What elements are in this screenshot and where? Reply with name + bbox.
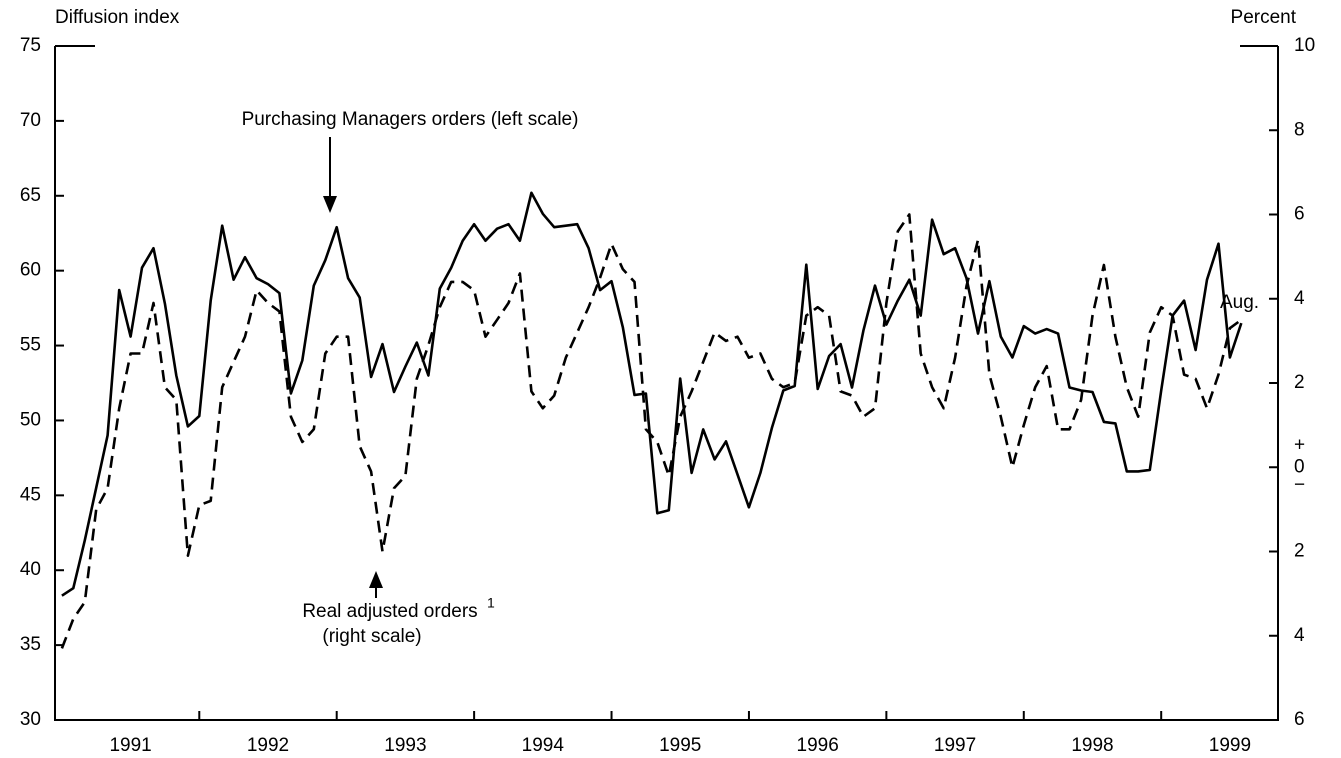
line-series <box>60 213 1243 649</box>
x-tick-label: 1996 <box>797 735 839 756</box>
annotation: Purchasing Managers orders (left scale) <box>242 109 579 130</box>
y-tick-label: 55 <box>20 335 41 356</box>
x-tick-label: 1994 <box>522 735 565 756</box>
y-tick-label: 75 <box>20 35 41 56</box>
x-tick-label: 1998 <box>1071 735 1113 756</box>
y2-sign: + <box>1294 434 1305 455</box>
annotation: (right scale) <box>322 626 421 647</box>
x-tick-label: 1995 <box>659 735 701 756</box>
line-series <box>61 191 1243 597</box>
y2-tick-label: 10 <box>1294 35 1315 56</box>
y-tick-label: 50 <box>20 409 41 430</box>
y-tick-label: 60 <box>20 260 41 281</box>
y-tick-label: 70 <box>20 110 41 131</box>
arrow-head <box>369 571 383 588</box>
y2-tick-label: 2 <box>1294 541 1305 562</box>
x-tick-label: 1992 <box>247 735 289 756</box>
y-tick-label: 30 <box>20 709 41 730</box>
x-tick-label: 1991 <box>109 735 151 756</box>
y-tick-label: 40 <box>20 559 41 580</box>
y2-tick-label: 8 <box>1294 119 1305 140</box>
annotation-sup: 1 <box>487 595 495 611</box>
y-tick-label: 45 <box>20 484 41 505</box>
y-axis-label: Diffusion index <box>55 7 180 28</box>
y2-tick-label: 2 <box>1294 372 1305 393</box>
y2-sign: − <box>1294 474 1305 495</box>
annotation: Aug. <box>1220 292 1259 313</box>
y2-tick-label: 4 <box>1294 288 1305 309</box>
y2-tick-label: 4 <box>1294 625 1305 646</box>
y-tick-label: 65 <box>20 185 41 206</box>
arrow-head <box>323 196 337 213</box>
y2-tick-label: 0 <box>1294 456 1305 477</box>
y2-tick-label: 6 <box>1294 204 1305 225</box>
x-tick-label: 1997 <box>934 735 976 756</box>
y2-tick-label: 6 <box>1294 709 1305 730</box>
y-tick-label: 35 <box>20 634 41 655</box>
x-tick-label: 1999 <box>1209 735 1251 756</box>
y2-axis-label: Percent <box>1231 7 1297 28</box>
annotation: Real adjusted orders <box>302 601 477 622</box>
x-tick-label: 1993 <box>384 735 426 756</box>
